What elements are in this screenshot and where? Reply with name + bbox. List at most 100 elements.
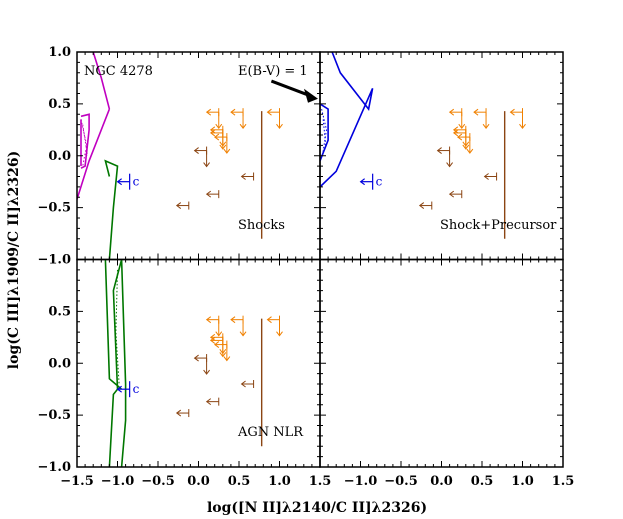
limit-arrowhead-left	[452, 129, 459, 137]
model-line	[104, 259, 123, 390]
limit-arrowhead-left	[418, 202, 425, 209]
panel-frame	[319, 258, 564, 468]
model-line	[77, 108, 111, 200]
upper-limit-marker	[483, 172, 498, 181]
limit-arrowhead-left	[457, 133, 463, 141]
upper-limit-marker	[193, 146, 210, 168]
upper-limit-marker	[214, 340, 231, 362]
panel-label-shock-precursor: Shock+Precursor	[440, 218, 557, 233]
extinction-arrowhead	[304, 88, 318, 103]
model-line	[108, 259, 127, 467]
x-tick-label: 0.0	[430, 474, 453, 489]
upper-limit-marker	[205, 108, 223, 130]
y-tick-label: 0.0	[48, 356, 71, 371]
upper-limit-marker	[473, 108, 490, 130]
extinction-label: E(B-V) = 1	[238, 64, 308, 79]
x-tick-label: −0.5	[384, 474, 418, 489]
upper-limit-marker	[452, 125, 470, 147]
limit-arrowhead-left	[509, 108, 515, 116]
y-axis-title: log(C III]λ1909/C II]λ2326)	[6, 151, 22, 369]
upper-limit-marker	[230, 315, 247, 337]
extinction-arrow-shaft	[270, 79, 311, 98]
upper-limit-marker	[266, 108, 283, 130]
limit-arrowhead-left	[205, 190, 212, 198]
x-axis-title: log([N II]λ2140/C II]λ2326)	[207, 500, 427, 516]
agn-overlay-line	[104, 159, 119, 260]
upper-limit-marker	[205, 190, 220, 199]
limit-arrowhead-left	[240, 173, 246, 180]
x-tick-label: −1.0	[344, 474, 378, 489]
upper-limit-marker	[266, 315, 283, 337]
upper-limit-marker	[240, 172, 255, 181]
panel-content-0: c	[77, 52, 283, 260]
upper-limit-marker	[448, 190, 463, 199]
c-marker-label: c	[133, 382, 140, 396]
limit-arrowhead-down	[276, 331, 283, 337]
upper-limit-marker	[457, 133, 474, 154]
limit-arrowhead-down	[239, 331, 247, 337]
limit-arrowhead-down	[458, 123, 466, 130]
limit-arrowhead-left	[175, 202, 182, 209]
limit-arrowhead-down	[203, 162, 210, 168]
limit-arrowhead-left	[205, 398, 212, 406]
model-line	[320, 103, 329, 162]
limit-arrowhead-left	[230, 108, 236, 116]
upper-limit-marker	[452, 128, 470, 150]
y-tick-label: −1.0	[37, 460, 71, 475]
panel-ticks	[319, 259, 564, 468]
limit-arrowhead-left	[205, 108, 212, 116]
limit-arrowhead-down	[466, 148, 474, 154]
extinction-arrow	[270, 79, 318, 103]
upper-limit-marker	[240, 380, 255, 388]
y-tick-label: −0.5	[37, 201, 71, 216]
y-tick-label: 0.5	[48, 97, 71, 112]
object-label: NGC 4278	[84, 64, 153, 79]
limit-arrowhead-left	[483, 173, 489, 180]
c-marker: c	[116, 381, 140, 398]
limit-arrowhead-down	[223, 148, 231, 154]
model-line	[320, 52, 374, 188]
limit-arrowhead-left	[452, 126, 459, 134]
limit-arrowhead-down	[223, 356, 231, 362]
c-marker-label: c	[376, 175, 383, 189]
y-tick-label: 0.5	[48, 304, 71, 319]
c-marker-arrowhead	[359, 178, 366, 186]
upper-limit-marker	[209, 128, 227, 150]
limit-arrowhead-left	[240, 380, 246, 388]
model-line	[80, 113, 90, 169]
y-tick-label: −1.0	[37, 253, 71, 268]
c-marker: c	[116, 173, 140, 190]
limit-arrowhead-left	[175, 409, 182, 417]
limit-arrowhead-down	[482, 123, 490, 130]
panel-ticks	[76, 51, 321, 260]
limit-arrowhead-down	[519, 123, 526, 130]
c-marker-label: c	[133, 175, 140, 189]
limit-arrowhead-left	[214, 341, 220, 348]
upper-limit-marker	[418, 201, 433, 210]
c-marker-arrowhead	[116, 178, 123, 186]
limit-arrowhead-left	[209, 126, 216, 134]
limit-arrowhead-left	[193, 147, 199, 154]
limit-arrowhead-down	[446, 162, 453, 168]
limit-arrowhead-left	[193, 354, 199, 362]
panel-label-agn-nlr: AGN NLR	[237, 425, 304, 440]
limit-arrowhead-left	[436, 147, 442, 154]
panel-ticks	[76, 259, 321, 468]
limit-arrowhead-left	[266, 316, 272, 324]
upper-limit-marker	[205, 315, 223, 337]
x-tick-label: 0.0	[187, 474, 210, 489]
limit-arrowhead-left	[209, 333, 216, 341]
c-marker-arrowhead	[116, 385, 123, 393]
x-tick-label: −1.0	[101, 474, 135, 489]
limit-arrowhead-left	[266, 108, 272, 116]
upper-limit-marker	[209, 336, 227, 358]
upper-limit-marker	[214, 133, 231, 154]
panel-1: c	[319, 51, 564, 261]
upper-limit-marker	[230, 108, 247, 130]
panel-content-1: c	[320, 52, 526, 239]
limit-arrowhead-down	[276, 123, 283, 130]
upper-limit-marker	[509, 108, 526, 130]
limit-arrowhead-down	[462, 144, 470, 150]
x-tick-label: 0.5	[228, 474, 251, 489]
